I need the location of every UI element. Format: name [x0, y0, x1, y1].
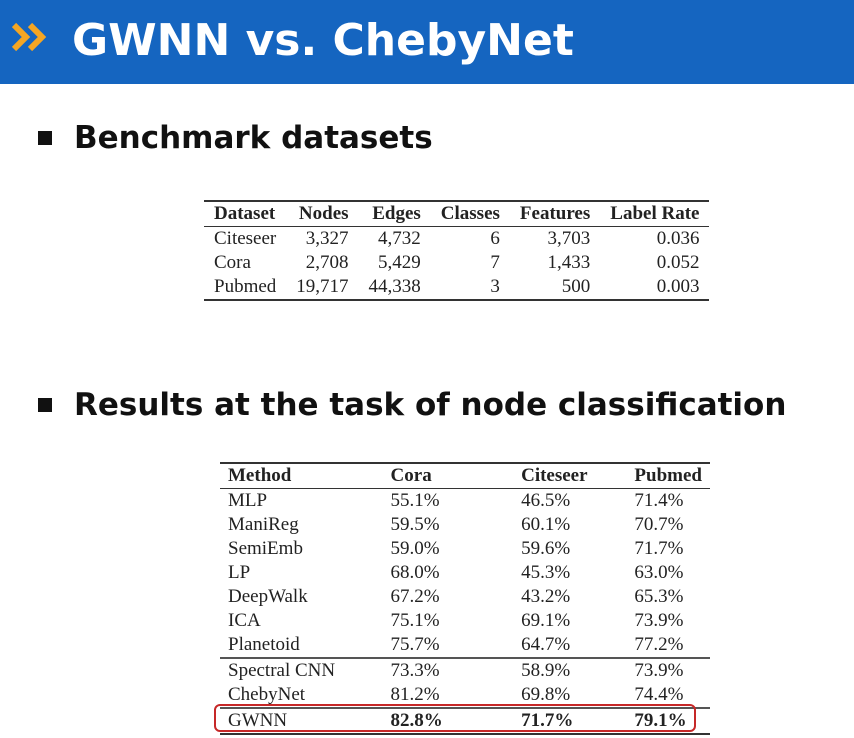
table-cell: 60.1% — [521, 514, 571, 535]
table-row: MLP 55.1% 46.5% 71.4% — [220, 489, 710, 514]
table-cell: 73.9% — [626, 657, 710, 683]
table-cell: Pubmed — [204, 275, 287, 301]
table-cell: 68.0% — [390, 562, 440, 583]
bullet-marker — [38, 131, 52, 145]
table-row: Pubmed 19,717 44,338 3 500 0.003 — [204, 275, 710, 301]
table-cell: 6 — [490, 228, 500, 249]
table-row: Cora 2,708 5,429 7 1,433 0.052 — [204, 251, 709, 275]
table-cell: ICA — [228, 610, 261, 631]
section-heading-benchmark: Benchmark datasets — [74, 120, 433, 156]
table-row: LP 68.0% 45.3% 63.0% — [220, 561, 710, 585]
column-header: Dataset — [204, 200, 287, 227]
table-cell: 59.6% — [521, 538, 571, 559]
column-header: Edges — [358, 200, 431, 227]
table-row: Citeseer 3,327 4,732 6 3,703 0.036 — [204, 227, 709, 252]
table-cell: 67.2% — [390, 586, 440, 607]
table-cell: ChebyNet — [228, 684, 306, 705]
table-cell: 45.3% — [521, 562, 571, 583]
table-cell: 1,433 — [547, 252, 591, 273]
table-cell: 3 — [430, 275, 510, 301]
benchmark-datasets-table: Dataset Nodes Edges Classes Features Lab… — [204, 200, 710, 301]
table-row: ManiReg 59.5% 60.1% 70.7% — [220, 513, 710, 537]
table-cell: DeepWalk — [228, 586, 308, 607]
column-header: Method — [220, 462, 383, 489]
table-cell: 43.2% — [521, 586, 571, 607]
table-cell: 59.5% — [390, 514, 440, 535]
table-cell: 7 — [490, 252, 500, 273]
double-chevron-right-icon — [11, 22, 47, 52]
table-cell: 58.9% — [513, 657, 627, 683]
table-row: Planetoid 75.7% 64.7% 77.2% — [220, 633, 710, 658]
table-cell: 0.052 — [656, 252, 700, 273]
column-header: Classes — [430, 200, 510, 227]
column-header: Cora — [382, 462, 514, 489]
table-header-row: Method Cora Citeseer Pubmed — [220, 462, 710, 489]
table-cell: 75.7% — [390, 634, 440, 655]
table-row: ICA 75.1% 69.1% 73.9% — [220, 609, 710, 633]
title-bar: GWNN vs. ChebyNet — [0, 0, 854, 84]
table-row: DeepWalk 67.2% 43.2% 65.3% — [220, 585, 710, 609]
column-header: Label Rate — [600, 200, 710, 227]
table-cell: 0.036 — [656, 228, 700, 249]
table-cell: 74.4% — [634, 684, 684, 705]
node-classification-results-table: Method Cora Citeseer Pubmed MLP 55.1% 46… — [220, 462, 710, 735]
table-cell: Citeseer — [214, 228, 277, 249]
table-row: SemiEmb 59.0% 59.6% 71.7% — [220, 537, 710, 561]
column-header: Pubmed — [626, 462, 710, 489]
table-cell: MLP — [228, 490, 268, 511]
table-cell: Spectral CNN — [220, 657, 383, 683]
table-cell: 3,703 — [547, 228, 591, 249]
table-cell: 65.3% — [634, 586, 684, 607]
table-cell: 0.003 — [600, 275, 710, 301]
table-cell: SemiEmb — [228, 538, 303, 559]
table-cell: 75.1% — [390, 610, 440, 631]
table-cell: 64.7% — [521, 634, 571, 655]
table-cell: 70.7% — [634, 514, 684, 535]
bullet-marker — [38, 398, 52, 412]
gwnn-highlight-box — [214, 704, 696, 732]
table-cell: 69.1% — [521, 610, 571, 631]
table-cell: 77.2% — [634, 634, 684, 655]
table-cell: 5,429 — [378, 252, 421, 273]
section-heading-results: Results at the task of node classificati… — [74, 387, 787, 423]
table-cell: 71.7% — [634, 538, 684, 559]
table-cell: 73.3% — [382, 657, 514, 683]
table-row: Spectral CNN 73.3% 58.9% 73.9% — [220, 657, 710, 683]
table-cell: 69.8% — [521, 684, 571, 705]
table-cell: Cora — [214, 252, 251, 273]
table-cell: 44,338 — [358, 275, 431, 301]
table-header-row: Dataset Nodes Edges Classes Features Lab… — [204, 200, 710, 227]
slide-title: GWNN vs. ChebyNet — [72, 15, 574, 66]
table-cell: 59.0% — [390, 538, 440, 559]
table-cell: 500 — [509, 275, 601, 301]
table-cell: 81.2% — [390, 684, 440, 705]
table-row: ChebyNet 81.2% 69.8% 74.4% — [220, 683, 710, 708]
column-header: Nodes — [286, 200, 359, 227]
table-cell: 46.5% — [521, 490, 571, 511]
table-cell: 71.4% — [634, 490, 684, 511]
table-cell: 4,732 — [378, 228, 421, 249]
table-cell: 63.0% — [634, 562, 684, 583]
table-cell: 55.1% — [390, 490, 440, 511]
table-cell: ManiReg — [228, 514, 299, 535]
table-cell: 3,327 — [305, 228, 349, 249]
table-cell: 2,708 — [305, 252, 349, 273]
column-header: Features — [509, 200, 601, 227]
table-cell: LP — [228, 562, 251, 583]
table-cell: 19,717 — [286, 275, 359, 301]
table-cell: Planetoid — [228, 634, 300, 655]
table-cell: 73.9% — [634, 610, 684, 631]
column-header: Citeseer — [513, 462, 627, 489]
